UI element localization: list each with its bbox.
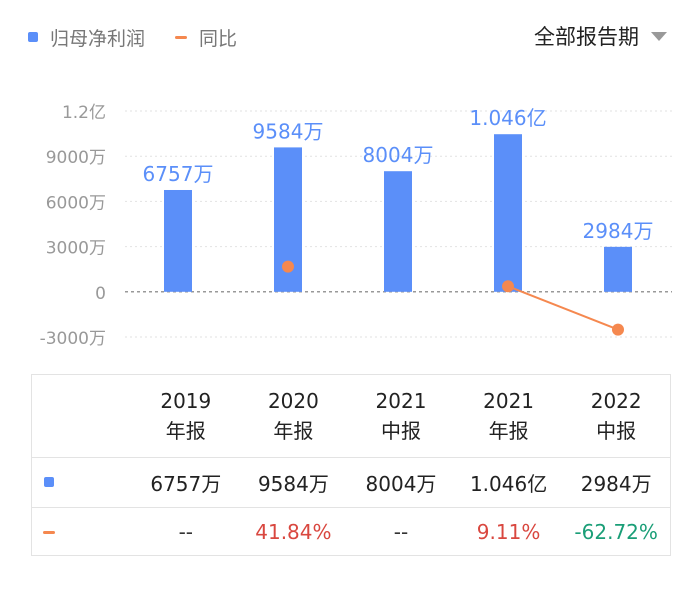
y-tick-label: 1.2亿 — [62, 103, 106, 123]
legend-line-swatch — [175, 35, 188, 39]
yoy-point — [282, 260, 294, 273]
bar-legend-marker — [44, 477, 54, 487]
table-header-cell: 2020 年报 — [240, 375, 348, 457]
header-year: 2022 — [590, 389, 642, 413]
bar — [494, 134, 522, 292]
yoy-cell: -- — [393, 520, 409, 544]
y-tick-label: 6000万 — [46, 193, 106, 213]
profit-cell: 8004万 — [365, 471, 437, 496]
profit-cell: 6757万 — [150, 471, 222, 496]
y-tick-label: 0 — [95, 284, 106, 304]
table-header-cell: 2021 年报 — [455, 375, 563, 457]
yoy-cell: 9.11% — [476, 520, 541, 544]
bar-value-label: 6757万 — [143, 162, 214, 186]
table-row-profit: 6757万 9584万 8004万 1.046亿 2984万 — [32, 457, 670, 508]
header-year: 2020 — [267, 389, 319, 413]
y-tick-label: -3000万 — [40, 329, 106, 349]
yoy-point — [502, 280, 514, 293]
profit-cell: 9584万 — [257, 471, 329, 496]
legend-yoy-label: 同比 — [199, 27, 238, 50]
data-table: 2019 年报 2020 年报 2021 中报 2021 年报 2022 中报 6757万 9584… — [31, 374, 671, 556]
bar — [164, 189, 192, 292]
bar — [604, 246, 632, 292]
bar-value-label: 1.046亿 — [469, 106, 546, 130]
legend-item-profit[interactable]: 归母净利润 — [28, 24, 145, 51]
header-period: 中报 — [596, 419, 637, 443]
bar-value-label: 2984万 — [583, 219, 654, 243]
header-period: 年报 — [488, 419, 529, 443]
header-period: 年报 — [273, 419, 314, 443]
period-select[interactable]: 全部报告期 — [534, 21, 667, 51]
yoy-cell: -62.72% — [574, 520, 658, 544]
y-tick-label: 3000万 — [46, 239, 106, 259]
profit-cell: 2984万 — [580, 471, 652, 496]
legend-item-yoy[interactable]: 同比 — [175, 24, 237, 51]
yoy-line-segment — [507, 285, 619, 331]
table-header-cell: 2021 中报 — [347, 375, 455, 457]
y-tick-label: 9000万 — [46, 148, 106, 168]
table-row-yoy: -- 41.84% -- 9.11% -62.72% — [32, 508, 670, 556]
legend: 归母净利润 同比 — [28, 22, 267, 52]
period-select-label: 全部报告期 — [534, 25, 639, 49]
legend-profit-label: 归母净利润 — [50, 27, 146, 50]
profit-chart: 1.2亿 9000万 6000万 3000万 0 -3000万 6757万 9584万 8004… — [40, 103, 672, 349]
header-period: 年报 — [165, 419, 206, 443]
legend-bar-swatch — [28, 32, 38, 42]
table-header-row: 2019 年报 2020 年报 2021 中报 2021 年报 2022 中报 — [32, 375, 670, 458]
line-legend-marker — [43, 530, 55, 534]
bar-value-label: 8004万 — [363, 143, 434, 167]
header-year: 2021 — [375, 389, 427, 413]
table-header-cell: 2019 年报 — [132, 375, 240, 457]
header-year: 2019 — [160, 389, 212, 413]
header-year: 2021 — [483, 389, 535, 413]
yoy-point — [612, 323, 624, 336]
table-header-cell: 2022 中报 — [562, 375, 670, 457]
bar — [384, 171, 412, 292]
header-period: 中报 — [380, 419, 421, 443]
bar-value-label: 9584万 — [253, 119, 324, 143]
profit-cell: 1.046亿 — [469, 471, 548, 496]
yoy-cell: 41.84% — [255, 520, 332, 544]
yoy-cell: -- — [178, 520, 194, 544]
caret-down-icon — [651, 31, 667, 41]
